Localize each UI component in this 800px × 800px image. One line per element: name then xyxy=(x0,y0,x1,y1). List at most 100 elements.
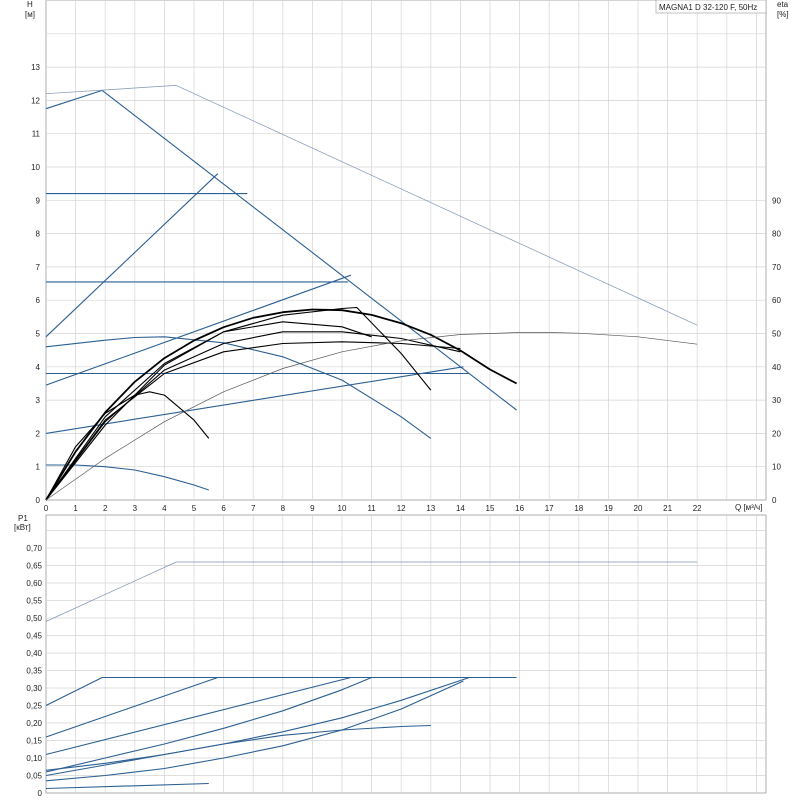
x-tick-label: 10 xyxy=(338,504,347,513)
eta-tick-label: 70 xyxy=(772,263,781,272)
x-tick-label: 21 xyxy=(663,504,672,513)
eta-tick-label: 10 xyxy=(772,463,781,472)
eta-curve xyxy=(45,321,372,501)
x-tick-label: 12 xyxy=(397,504,406,513)
p1-curve xyxy=(45,782,209,790)
h-curve xyxy=(45,274,352,386)
eta-tick-label: 40 xyxy=(772,363,781,372)
h-tick-label: 8 xyxy=(36,230,41,239)
eta-tick-label: 20 xyxy=(772,429,781,438)
h-tick-label: 7 xyxy=(36,263,41,272)
eta-tick-label: 30 xyxy=(772,396,781,405)
h-tick-label: 12 xyxy=(31,96,40,105)
p1-tick-label: 0,50 xyxy=(26,614,42,623)
x-tick-label: 22 xyxy=(693,504,702,513)
x-tick-label: 18 xyxy=(574,504,583,513)
h-curve xyxy=(45,366,464,434)
p1-curve xyxy=(45,680,464,782)
h-curve xyxy=(45,173,219,338)
x-tick-label: 8 xyxy=(281,504,286,513)
x-tick-label: 3 xyxy=(133,504,138,513)
h-tick-label: 3 xyxy=(36,396,41,405)
h-curve xyxy=(45,85,698,326)
eta-tick-label: 60 xyxy=(772,296,781,305)
tick-label-layer: 0 1 2 3 4 5 6 7 8 9 10 11 12 13 14 15 16 17 18 19 20 21 220123… xyxy=(26,63,781,798)
h-axis-title: H xyxy=(27,0,33,9)
h-tick-label: 5 xyxy=(36,330,41,339)
x-tick-label: 9 xyxy=(310,504,315,513)
x-tick-label: 0 xyxy=(44,504,49,513)
x-tick-label: 17 xyxy=(545,504,554,513)
eta-curve xyxy=(45,391,210,501)
p1-curve xyxy=(45,676,517,706)
h-tick-label: 10 xyxy=(31,163,40,172)
h-tick-label: 9 xyxy=(36,196,41,205)
eta-tick-label: 90 xyxy=(772,196,781,205)
h-curve xyxy=(46,464,209,491)
x-tick-label: 14 xyxy=(456,504,465,513)
x-tick-label: 6 xyxy=(221,504,226,513)
bottom-plot-frame xyxy=(45,514,767,794)
eta-curve xyxy=(45,306,432,501)
h-tick-label: 13 xyxy=(31,63,40,72)
p1-tick-label: 0,60 xyxy=(26,579,42,588)
p1-curve xyxy=(45,676,470,771)
eta-curve xyxy=(45,308,518,501)
h-curve xyxy=(45,89,517,411)
eta-curve xyxy=(45,341,461,501)
p1-tick-label: 0,05 xyxy=(26,772,42,781)
p1-tick-label: 0,35 xyxy=(26,667,42,676)
p1-tick-label: 0,55 xyxy=(26,597,42,606)
p1-tick-label: 0,10 xyxy=(26,754,42,763)
model-label-box xyxy=(655,0,767,14)
p1-tick-label: 0,25 xyxy=(26,702,42,711)
h-tick-label: 6 xyxy=(36,296,41,305)
x-tick-label: 13 xyxy=(426,504,435,513)
p1-curve xyxy=(45,676,372,773)
q-axis-title: Q [м³/ч] xyxy=(735,503,762,512)
eta-curve xyxy=(45,332,698,501)
model-label: MAGNA1 D 32-120 F, 50Hz xyxy=(659,3,757,12)
p1-curve xyxy=(45,676,352,756)
top-plot-frame xyxy=(45,0,767,501)
p1-tick-label: 0 xyxy=(38,789,43,798)
p1-tick-label: 0,45 xyxy=(26,632,42,641)
eta-tick-label: 80 xyxy=(772,230,781,239)
eta-curve xyxy=(45,331,461,501)
p1-curve xyxy=(45,676,248,738)
p1-tick-label: 0,65 xyxy=(26,562,42,571)
h-tick-label: 1 xyxy=(36,463,41,472)
x-tick-label: 20 xyxy=(634,504,643,513)
x-tick-label: 2 xyxy=(103,504,108,513)
p1-tick-label: 0,40 xyxy=(26,649,42,658)
eta-tick-label: 50 xyxy=(772,330,781,339)
x-tick-label: 7 xyxy=(251,504,256,513)
p1-tick-label: 0,30 xyxy=(26,684,42,693)
p1-tick-label: 0,20 xyxy=(26,719,42,728)
h-curve xyxy=(45,336,432,439)
eta-axis-unit: [%] xyxy=(777,10,789,19)
x-tick-label: 5 xyxy=(192,504,197,513)
x-tick-label: 19 xyxy=(604,504,613,513)
curve-layer xyxy=(45,85,698,790)
x-tick-label: 15 xyxy=(486,504,495,513)
p1-axis-unit: [кВт] xyxy=(14,523,31,532)
p1-tick-label: 0,15 xyxy=(26,737,42,746)
h-tick-label: 2 xyxy=(36,429,41,438)
top-plot-grid xyxy=(45,0,767,501)
p1-tick-label: 0,70 xyxy=(26,544,42,553)
h-tick-label: 11 xyxy=(32,130,41,139)
p1-axis-title: P1 xyxy=(18,514,28,523)
p1-curve xyxy=(45,724,431,777)
x-tick-label: 4 xyxy=(162,504,167,513)
h-axis-unit: [м] xyxy=(25,10,35,19)
h-tick-label: 4 xyxy=(36,363,41,372)
x-tick-label: 1 xyxy=(73,504,78,513)
bottom-plot-grid xyxy=(45,514,767,794)
eta-tick-label: 0 xyxy=(772,496,777,505)
eta-axis-title: eta xyxy=(777,0,789,9)
x-tick-label: 16 xyxy=(515,504,524,513)
x-tick-label: 11 xyxy=(367,504,376,513)
h-tick-label: 0 xyxy=(36,496,41,505)
